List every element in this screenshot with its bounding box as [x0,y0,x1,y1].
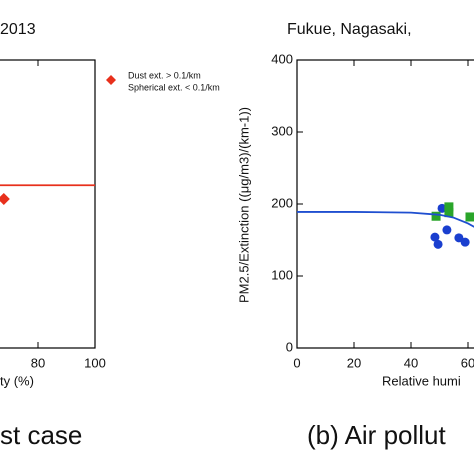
y-tick-label: 400 [271,51,293,66]
x-tick-label: 0 [293,355,300,370]
x-axis-label: ty (%) [0,373,34,388]
legend-marker [106,75,116,85]
plot-frame [0,59,96,349]
point [444,208,454,218]
chart-title: 2013 [0,21,36,38]
point [442,225,452,235]
point [430,232,440,242]
x-tick-label: 40 [404,355,418,370]
legend-label: Spherical ext. < 0.1/km [128,82,220,92]
point [444,202,454,212]
x-axis-label: Relative humi [382,373,461,388]
point [437,203,447,213]
x-tick-label: 100 [84,355,106,370]
point [465,212,474,222]
caption: st case [0,420,82,450]
point [431,211,441,221]
chart-title: Fukue, Nagasaki, [287,21,412,38]
fit-line [297,211,474,228]
y-tick-label: 0 [286,339,293,354]
y-tick-label: 300 [271,123,293,138]
x-tick-label: 80 [31,355,45,370]
y-tick-label: 100 [271,267,293,282]
point [0,192,10,205]
point [433,239,443,249]
point [454,233,464,243]
y-tick-label: 200 [271,195,293,210]
legend-label: Dust ext. > 0.1/km [128,70,201,80]
x-tick-label: 60 [461,355,474,370]
point [460,237,470,247]
y-axis-label: PM2.5/Extinction ((μg/m3)/(km-1)) [236,107,251,303]
x-tick-label: 20 [347,355,361,370]
caption: (b) Air pollut [307,420,446,450]
